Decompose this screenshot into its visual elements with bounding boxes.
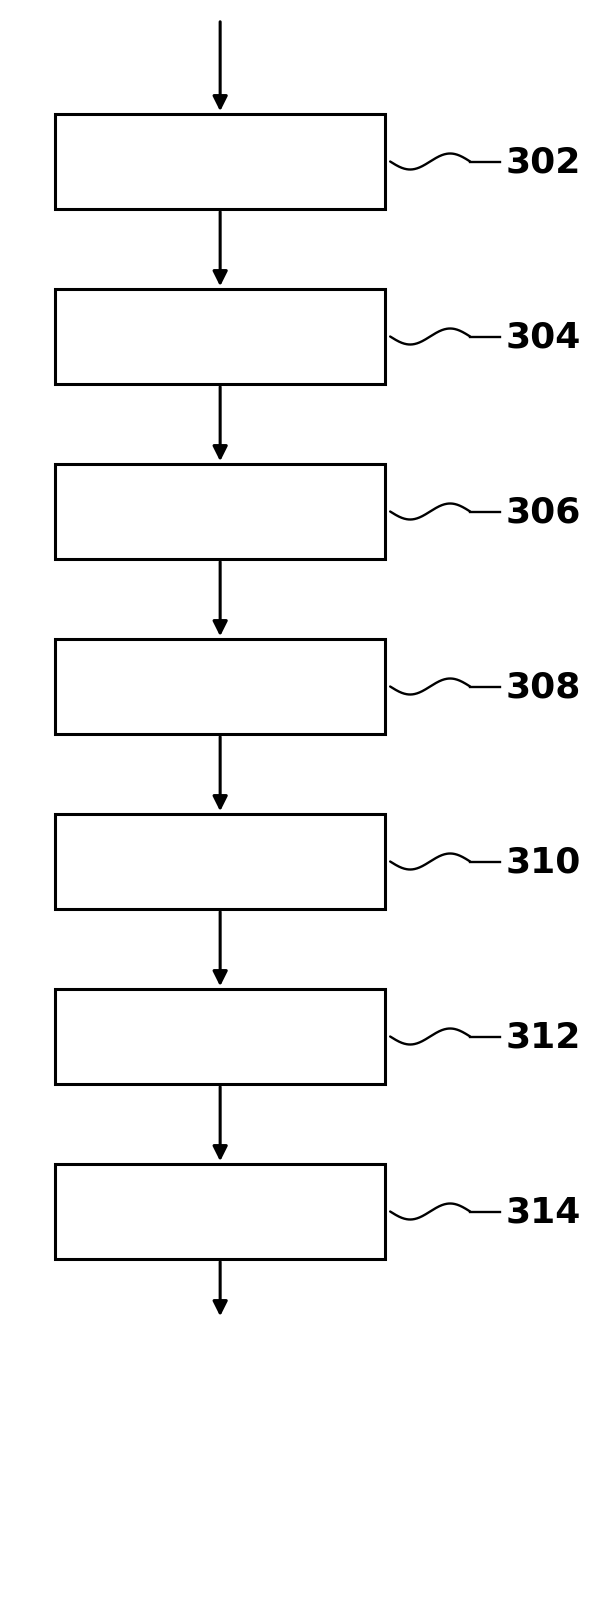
Text: 312: 312 — [505, 1020, 581, 1054]
Text: 314: 314 — [505, 1194, 581, 1229]
Bar — [55, 990, 385, 1085]
Text: 310: 310 — [505, 845, 581, 879]
Bar — [55, 116, 385, 211]
Text: 306: 306 — [505, 495, 581, 529]
Bar — [55, 640, 385, 734]
Text: 304: 304 — [505, 320, 581, 354]
Bar — [55, 815, 385, 910]
Text: 302: 302 — [505, 145, 581, 180]
Text: 308: 308 — [505, 670, 581, 704]
Bar — [55, 289, 385, 384]
Bar — [55, 1165, 385, 1260]
Bar — [55, 464, 385, 559]
